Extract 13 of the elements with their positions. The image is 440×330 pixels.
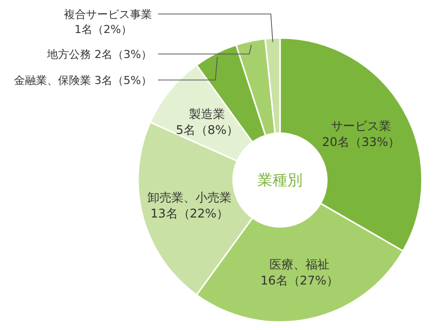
text: 業種別	[258, 171, 302, 189]
slice-label: 医療、福祉	[269, 258, 330, 272]
slice-label: サービス業	[331, 119, 392, 134]
data-label: 16名（27%）	[260, 274, 338, 288]
data-label: 20名（33%）	[322, 135, 400, 150]
slice-label: 地方公務 2名（3%）	[46, 48, 152, 61]
slice-label: 金融業、保険業 3名（5%）	[14, 74, 152, 87]
data-label: 13名（22%）	[150, 206, 228, 220]
data-label: 5名（8%）	[176, 123, 238, 138]
slice-label: 卸売業、小売業	[147, 190, 232, 204]
data-label: 1名（2%）	[74, 23, 132, 36]
slice-label: 製造業	[189, 107, 226, 122]
slice-label: 複合サービス事業	[64, 8, 152, 21]
